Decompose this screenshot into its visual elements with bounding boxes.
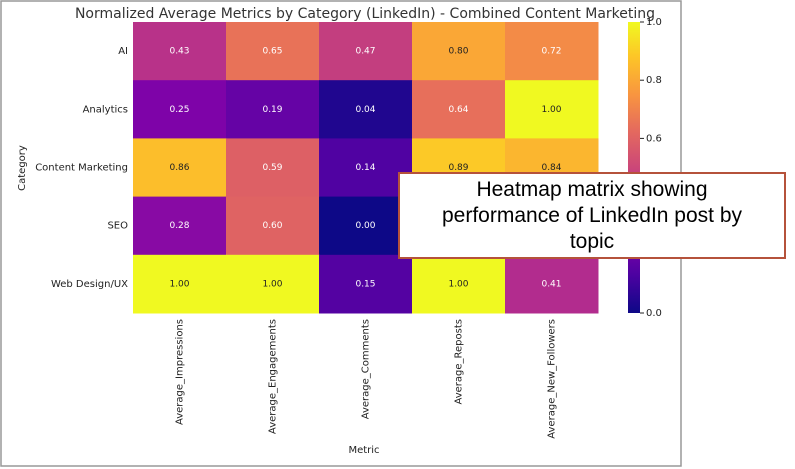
y-tick-label: Analytics xyxy=(83,104,128,115)
y-tick-label: AI xyxy=(118,46,128,57)
cell-label: 0.04 xyxy=(355,105,375,115)
heatmap-cell xyxy=(505,80,599,139)
cell-label: 0.65 xyxy=(262,47,282,57)
cell-label: 0.80 xyxy=(448,47,468,57)
y-tick-label: SEO xyxy=(107,221,128,232)
y-axis-label: Category xyxy=(17,145,28,191)
heatmap-cell xyxy=(319,80,413,139)
cell-label: 0.84 xyxy=(541,163,561,173)
heatmap-cell xyxy=(505,22,599,81)
heatmap-cell xyxy=(133,22,227,81)
colorbar-tick-label: 0.8 xyxy=(646,75,662,86)
x-tick-label: Average_Comments xyxy=(361,319,372,419)
x-tick-label: Average_Engagements xyxy=(268,319,279,434)
heatmap-cell xyxy=(505,254,599,314)
cell-label: 1.00 xyxy=(448,279,468,289)
heatmap-cell xyxy=(226,80,320,139)
heatmap-cell xyxy=(412,22,506,81)
x-axis-label: Metric xyxy=(348,445,379,456)
cell-label: 0.89 xyxy=(448,163,468,173)
cell-label: 0.64 xyxy=(448,105,468,115)
cell-label: 0.15 xyxy=(355,279,375,289)
cell-label: 0.19 xyxy=(262,105,282,115)
cell-label: 0.86 xyxy=(169,163,189,173)
x-tick-label: Average_Reposts xyxy=(454,319,465,405)
x-tick-label: Average_Impressions xyxy=(175,319,186,425)
y-tick-label: Content Marketing xyxy=(35,163,128,174)
cell-label: 0.41 xyxy=(541,279,561,289)
colorbar-tick-label: 0.0 xyxy=(646,308,662,319)
heatmap-cell xyxy=(319,196,413,256)
colorbar-tick-label: 1.0 xyxy=(646,17,662,28)
heatmap-cell xyxy=(412,254,506,314)
heatmap-cell xyxy=(226,138,320,198)
heatmap-cell xyxy=(133,80,227,139)
cell-label: 1.00 xyxy=(262,279,282,289)
colorbar-tick-label: 0.6 xyxy=(646,133,662,144)
cell-label: 0.28 xyxy=(169,221,189,231)
cell-label: 0.25 xyxy=(169,105,189,115)
heatmap-cell xyxy=(319,22,413,81)
chart-title: Normalized Average Metrics by Category (… xyxy=(75,6,655,22)
heatmap-cell xyxy=(226,196,320,256)
x-tick-label: Average_New_Followers xyxy=(547,319,558,439)
colorbar xyxy=(628,22,640,313)
heatmap-cell xyxy=(133,254,227,314)
cell-label: 1.00 xyxy=(541,105,561,115)
y-tick-label: Web Design/UX xyxy=(51,279,128,290)
heatmap-cell xyxy=(133,196,227,256)
cell-label: 0.43 xyxy=(169,47,189,57)
cell-label: 0.14 xyxy=(355,163,375,173)
cell-label: 1.00 xyxy=(169,279,189,289)
heatmap-cell xyxy=(133,138,227,198)
heatmap-cell xyxy=(319,138,413,198)
cell-label: 0.00 xyxy=(355,221,375,231)
cell-label: 0.60 xyxy=(262,221,282,231)
heatmap-cell xyxy=(412,80,506,139)
annotation: Heatmap matrix showing performance of Li… xyxy=(398,172,786,259)
heatmap-cell xyxy=(226,254,320,314)
heatmap-cell xyxy=(226,22,320,81)
heatmap-cell xyxy=(319,254,413,314)
cell-label: 0.72 xyxy=(541,47,561,57)
cell-label: 0.47 xyxy=(355,47,375,57)
cell-label: 0.59 xyxy=(262,163,282,173)
